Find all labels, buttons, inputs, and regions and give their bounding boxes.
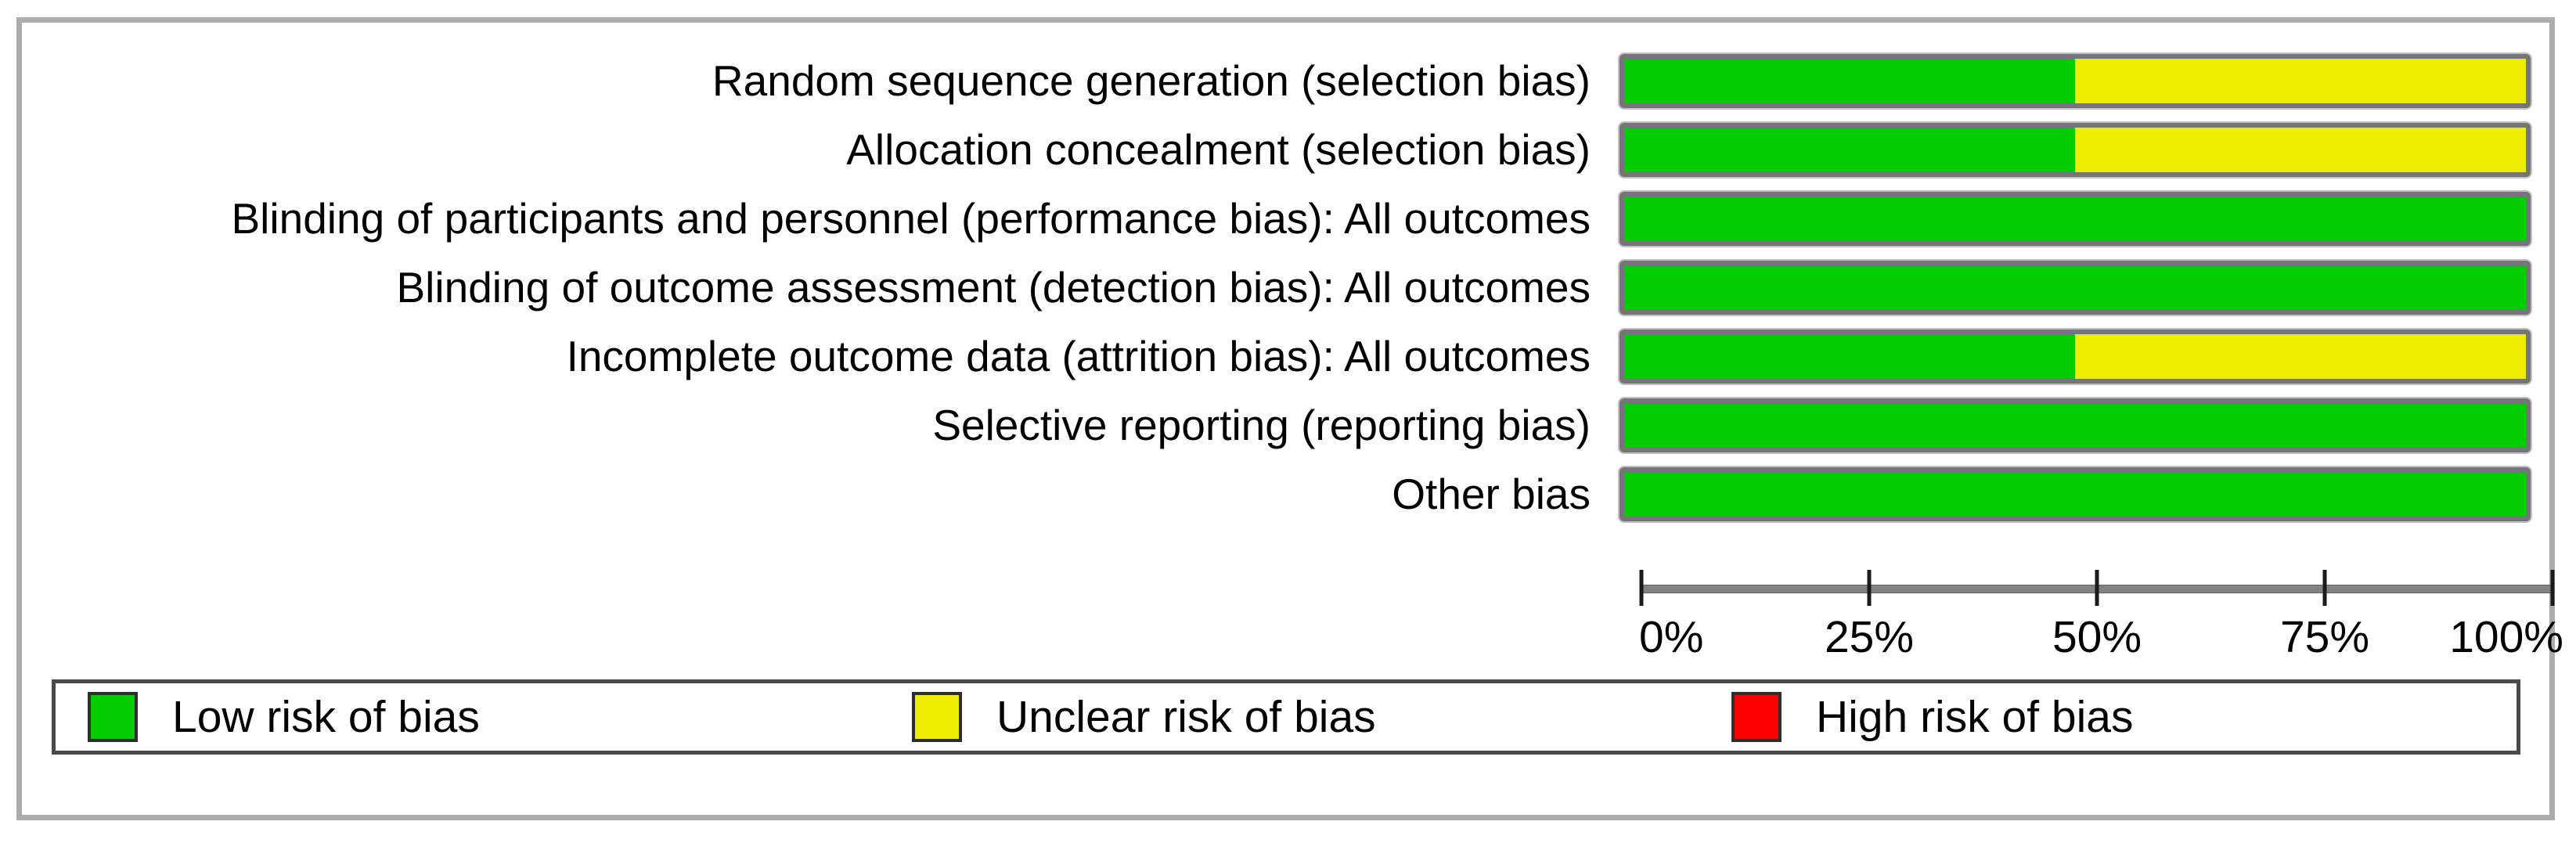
legend-swatch <box>912 692 962 742</box>
x-axis-tick-label: 75% <box>2279 612 2370 662</box>
bar-track <box>1619 329 2531 384</box>
bar-segment <box>1624 265 2526 310</box>
bar-segment <box>2075 127 2526 172</box>
category-label: Allocation concealment (selection bias) <box>846 124 1591 174</box>
x-axis-tick <box>2095 570 2099 606</box>
legend-item-label: Unclear risk of bias <box>996 691 1376 742</box>
category-label: Selective reporting (reporting bias) <box>932 400 1591 449</box>
table-row: Other bias <box>22 459 2549 528</box>
rows: Random sequence generation (selection bi… <box>22 46 2549 528</box>
category-label: Random sequence generation (selection bi… <box>712 56 1591 105</box>
bar-segment <box>1624 333 2075 379</box>
bar-segment <box>2075 58 2526 103</box>
legend-swatch <box>1731 692 1782 742</box>
x-axis-tick-label: 100% <box>2449 612 2563 662</box>
table-row: Selective reporting (reporting bias) <box>22 391 2549 459</box>
risk-of-bias-figure: Random sequence generation (selection bi… <box>16 17 2563 820</box>
bar-track <box>1619 191 2531 246</box>
bar-track <box>1619 398 2531 452</box>
legend-item-label: Low risk of bias <box>172 691 480 742</box>
bar-track <box>1619 53 2531 108</box>
category-label: Incomplete outcome data (attrition bias)… <box>566 331 1591 380</box>
legend-item: High risk of bias <box>1731 683 2134 751</box>
bar-segment <box>1624 58 2075 103</box>
x-axis-tick <box>1639 570 1644 606</box>
bar-segment <box>1624 127 2075 172</box>
bar-track <box>1619 122 2531 177</box>
bar-track <box>1619 260 2531 315</box>
x-axis-tick-label: 0% <box>1639 612 1704 662</box>
bar-segment <box>1624 471 2526 517</box>
bar-track <box>1619 467 2531 521</box>
table-row: Allocation concealment (selection bias) <box>22 115 2549 184</box>
table-row: Blinding of outcome assessment (detectio… <box>22 253 2549 322</box>
legend-item-label: High risk of bias <box>1816 691 2134 742</box>
category-label: Blinding of outcome assessment (detectio… <box>396 262 1591 312</box>
x-axis-tick <box>2550 570 2555 606</box>
bar-segment <box>2075 333 2526 379</box>
x-axis-tick <box>2322 570 2327 606</box>
bar-segment <box>1624 402 2526 448</box>
category-label: Other bias <box>1392 469 1591 518</box>
table-row: Random sequence generation (selection bi… <box>22 46 2549 115</box>
legend-swatch <box>88 692 138 742</box>
legend-item: Unclear risk of bias <box>912 683 1376 751</box>
x-axis-tick-label: 50% <box>2052 612 2142 662</box>
category-label: Blinding of participants and personnel (… <box>231 193 1591 243</box>
legend-box: Low risk of bias Unclear risk of bias Hi… <box>52 679 2520 755</box>
legend-item: Low risk of bias <box>88 683 480 751</box>
x-axis: 0% 25% 50% 75% 100% <box>1639 570 2563 695</box>
bar-segment <box>1624 196 2526 241</box>
table-row: Blinding of participants and personnel (… <box>22 184 2549 253</box>
x-axis-tick-label: 25% <box>1824 612 1915 662</box>
x-axis-tick <box>1867 570 1872 606</box>
table-row: Incomplete outcome data (attrition bias)… <box>22 322 2549 391</box>
